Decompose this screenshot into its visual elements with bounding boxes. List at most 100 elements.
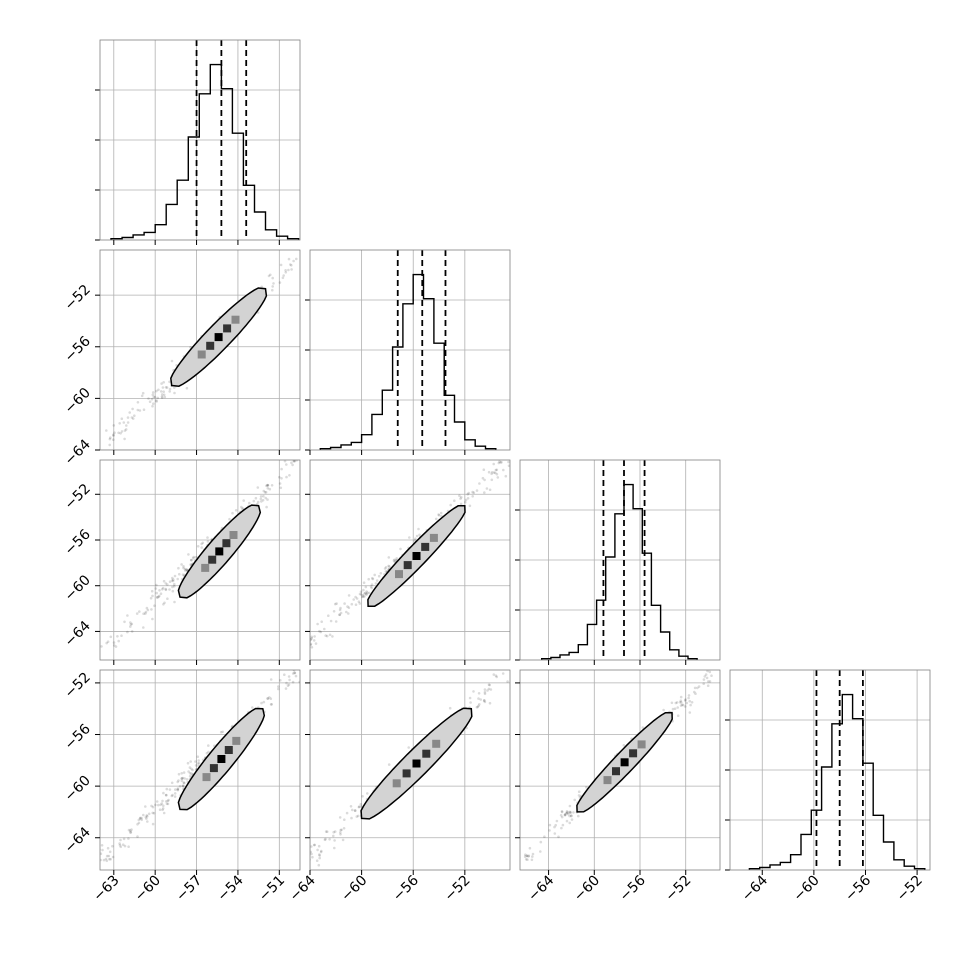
sample-point — [289, 263, 292, 266]
sample-point — [310, 845, 313, 848]
sample-point — [251, 706, 254, 709]
sample-point — [146, 815, 149, 818]
sample-point — [117, 639, 120, 643]
sample-point — [346, 605, 349, 608]
sample-point — [138, 409, 142, 412]
sample-point — [338, 613, 341, 616]
sample-point — [339, 611, 343, 615]
sample-point — [577, 814, 580, 818]
sample-point — [130, 828, 133, 831]
x-axis-tick-label: −57 — [173, 873, 205, 905]
sample-point — [523, 855, 527, 858]
sample-point — [145, 817, 148, 820]
sample-point — [164, 588, 168, 592]
sample-point — [387, 564, 390, 568]
sample-point — [162, 804, 165, 807]
sample-point — [339, 828, 343, 832]
panel-frame — [519, 669, 721, 871]
sample-point — [387, 763, 391, 766]
density-core-cell — [202, 773, 211, 782]
sample-point — [292, 460, 296, 463]
sample-point — [563, 813, 567, 816]
sample-point — [144, 610, 148, 614]
histogram-3 — [541, 483, 698, 660]
histogram-4 — [748, 693, 926, 870]
sample-point — [560, 826, 563, 830]
sample-point — [365, 592, 368, 596]
sample-point — [133, 414, 136, 418]
sample-point — [350, 602, 354, 606]
sample-point — [200, 542, 203, 546]
sample-point — [332, 830, 336, 834]
sample-point — [483, 688, 487, 691]
sample-point — [187, 553, 190, 556]
sample-point — [414, 537, 417, 540]
sample-point — [161, 386, 165, 389]
density-core-cell — [206, 341, 215, 350]
sample-point — [367, 577, 371, 581]
sample-point — [507, 464, 510, 468]
sample-point — [359, 590, 363, 594]
sample-point — [349, 805, 353, 808]
pair-panel-2-4: −64 −60 −56 −52 — [287, 669, 511, 905]
sample-point — [155, 389, 158, 393]
density-core-cell — [403, 561, 412, 570]
sample-point — [196, 762, 200, 765]
sample-point — [622, 744, 626, 747]
sample-point — [488, 683, 492, 687]
sample-point — [318, 856, 322, 860]
sample-point — [100, 858, 102, 862]
sample-point — [156, 596, 159, 599]
sample-point — [174, 788, 177, 791]
sample-point — [384, 566, 388, 569]
sample-point — [127, 845, 130, 848]
sample-point — [154, 803, 157, 807]
sample-point — [155, 591, 158, 595]
sample-point — [683, 699, 687, 702]
sample-point — [291, 667, 294, 670]
x-axis-tick-label: −60 — [790, 873, 822, 905]
sample-point — [135, 612, 139, 615]
sample-point — [136, 835, 139, 838]
sample-point — [262, 489, 266, 493]
sample-point — [399, 547, 402, 551]
sample-point — [352, 598, 356, 601]
sample-point — [531, 855, 534, 858]
sample-point — [328, 633, 332, 637]
sample-point — [260, 500, 263, 503]
sample-point — [155, 400, 158, 403]
sample-point — [139, 816, 142, 820]
sample-point — [106, 846, 110, 850]
x-axis-tick-label: −64 — [525, 872, 557, 904]
sample-point — [173, 582, 176, 586]
sample-point — [265, 484, 268, 488]
sample-point — [324, 634, 328, 637]
sample-point — [241, 506, 244, 510]
sample-point — [497, 461, 501, 465]
sample-point — [151, 404, 154, 408]
sample-point — [259, 497, 263, 501]
sample-point — [178, 572, 181, 576]
sample-point — [142, 408, 146, 412]
sample-point — [370, 583, 374, 586]
sample-point — [481, 476, 485, 480]
sample-point — [489, 688, 493, 691]
sample-point — [679, 704, 683, 707]
sample-point — [172, 578, 175, 581]
sample-point — [370, 586, 374, 590]
y-axis-tick-label: −60 — [62, 773, 94, 805]
sample-point — [353, 809, 357, 812]
sample-point — [490, 478, 494, 482]
sample-point — [228, 517, 231, 521]
sample-point — [109, 857, 112, 861]
sample-point — [371, 576, 374, 580]
sample-point — [160, 395, 164, 398]
sample-point — [707, 680, 710, 683]
sample-point — [256, 486, 260, 489]
sample-point — [366, 591, 369, 594]
sample-point — [323, 838, 327, 842]
sample-point — [173, 574, 177, 578]
sample-point — [136, 823, 139, 826]
sample-point — [168, 387, 172, 391]
sample-point — [708, 680, 712, 683]
